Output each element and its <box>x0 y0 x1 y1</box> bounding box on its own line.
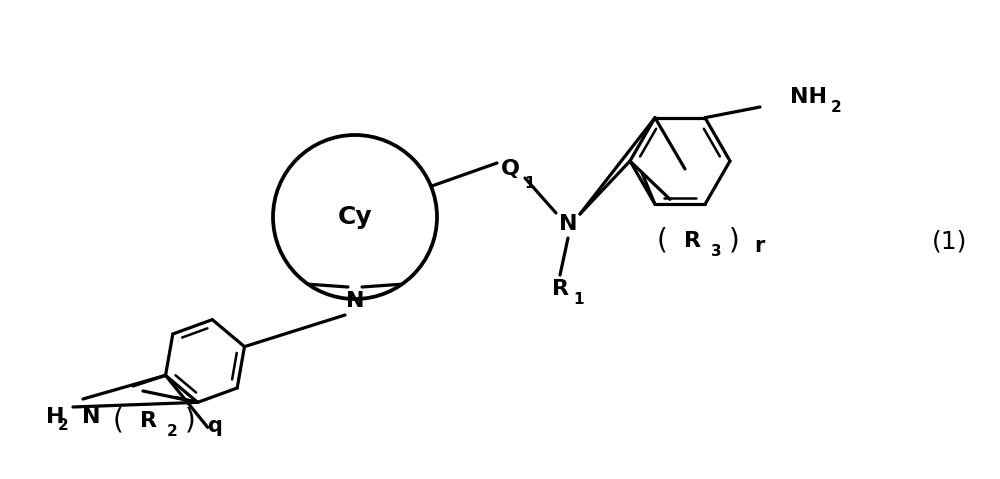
Text: 3: 3 <box>711 244 721 260</box>
Text: N: N <box>559 214 577 234</box>
Text: H: H <box>46 407 64 427</box>
Text: N: N <box>82 407 100 427</box>
Text: R: R <box>684 231 700 251</box>
Text: N: N <box>346 291 364 311</box>
Text: 2: 2 <box>167 424 177 440</box>
Text: 1: 1 <box>574 293 584 308</box>
Text: (1): (1) <box>932 229 968 253</box>
Text: 2: 2 <box>58 419 68 433</box>
Text: (: ( <box>657 227 667 255</box>
Text: (: ( <box>113 407 123 435</box>
Text: Q: Q <box>500 159 520 179</box>
Text: R: R <box>552 279 568 299</box>
Text: 1: 1 <box>525 175 535 191</box>
Text: R: R <box>140 411 156 431</box>
Text: ): ) <box>185 407 195 435</box>
Text: r: r <box>754 236 764 256</box>
Text: NH: NH <box>790 87 827 107</box>
Text: Cy: Cy <box>338 205 372 229</box>
Text: q: q <box>208 416 222 436</box>
Text: 2: 2 <box>831 100 841 114</box>
Text: ): ) <box>729 227 739 255</box>
